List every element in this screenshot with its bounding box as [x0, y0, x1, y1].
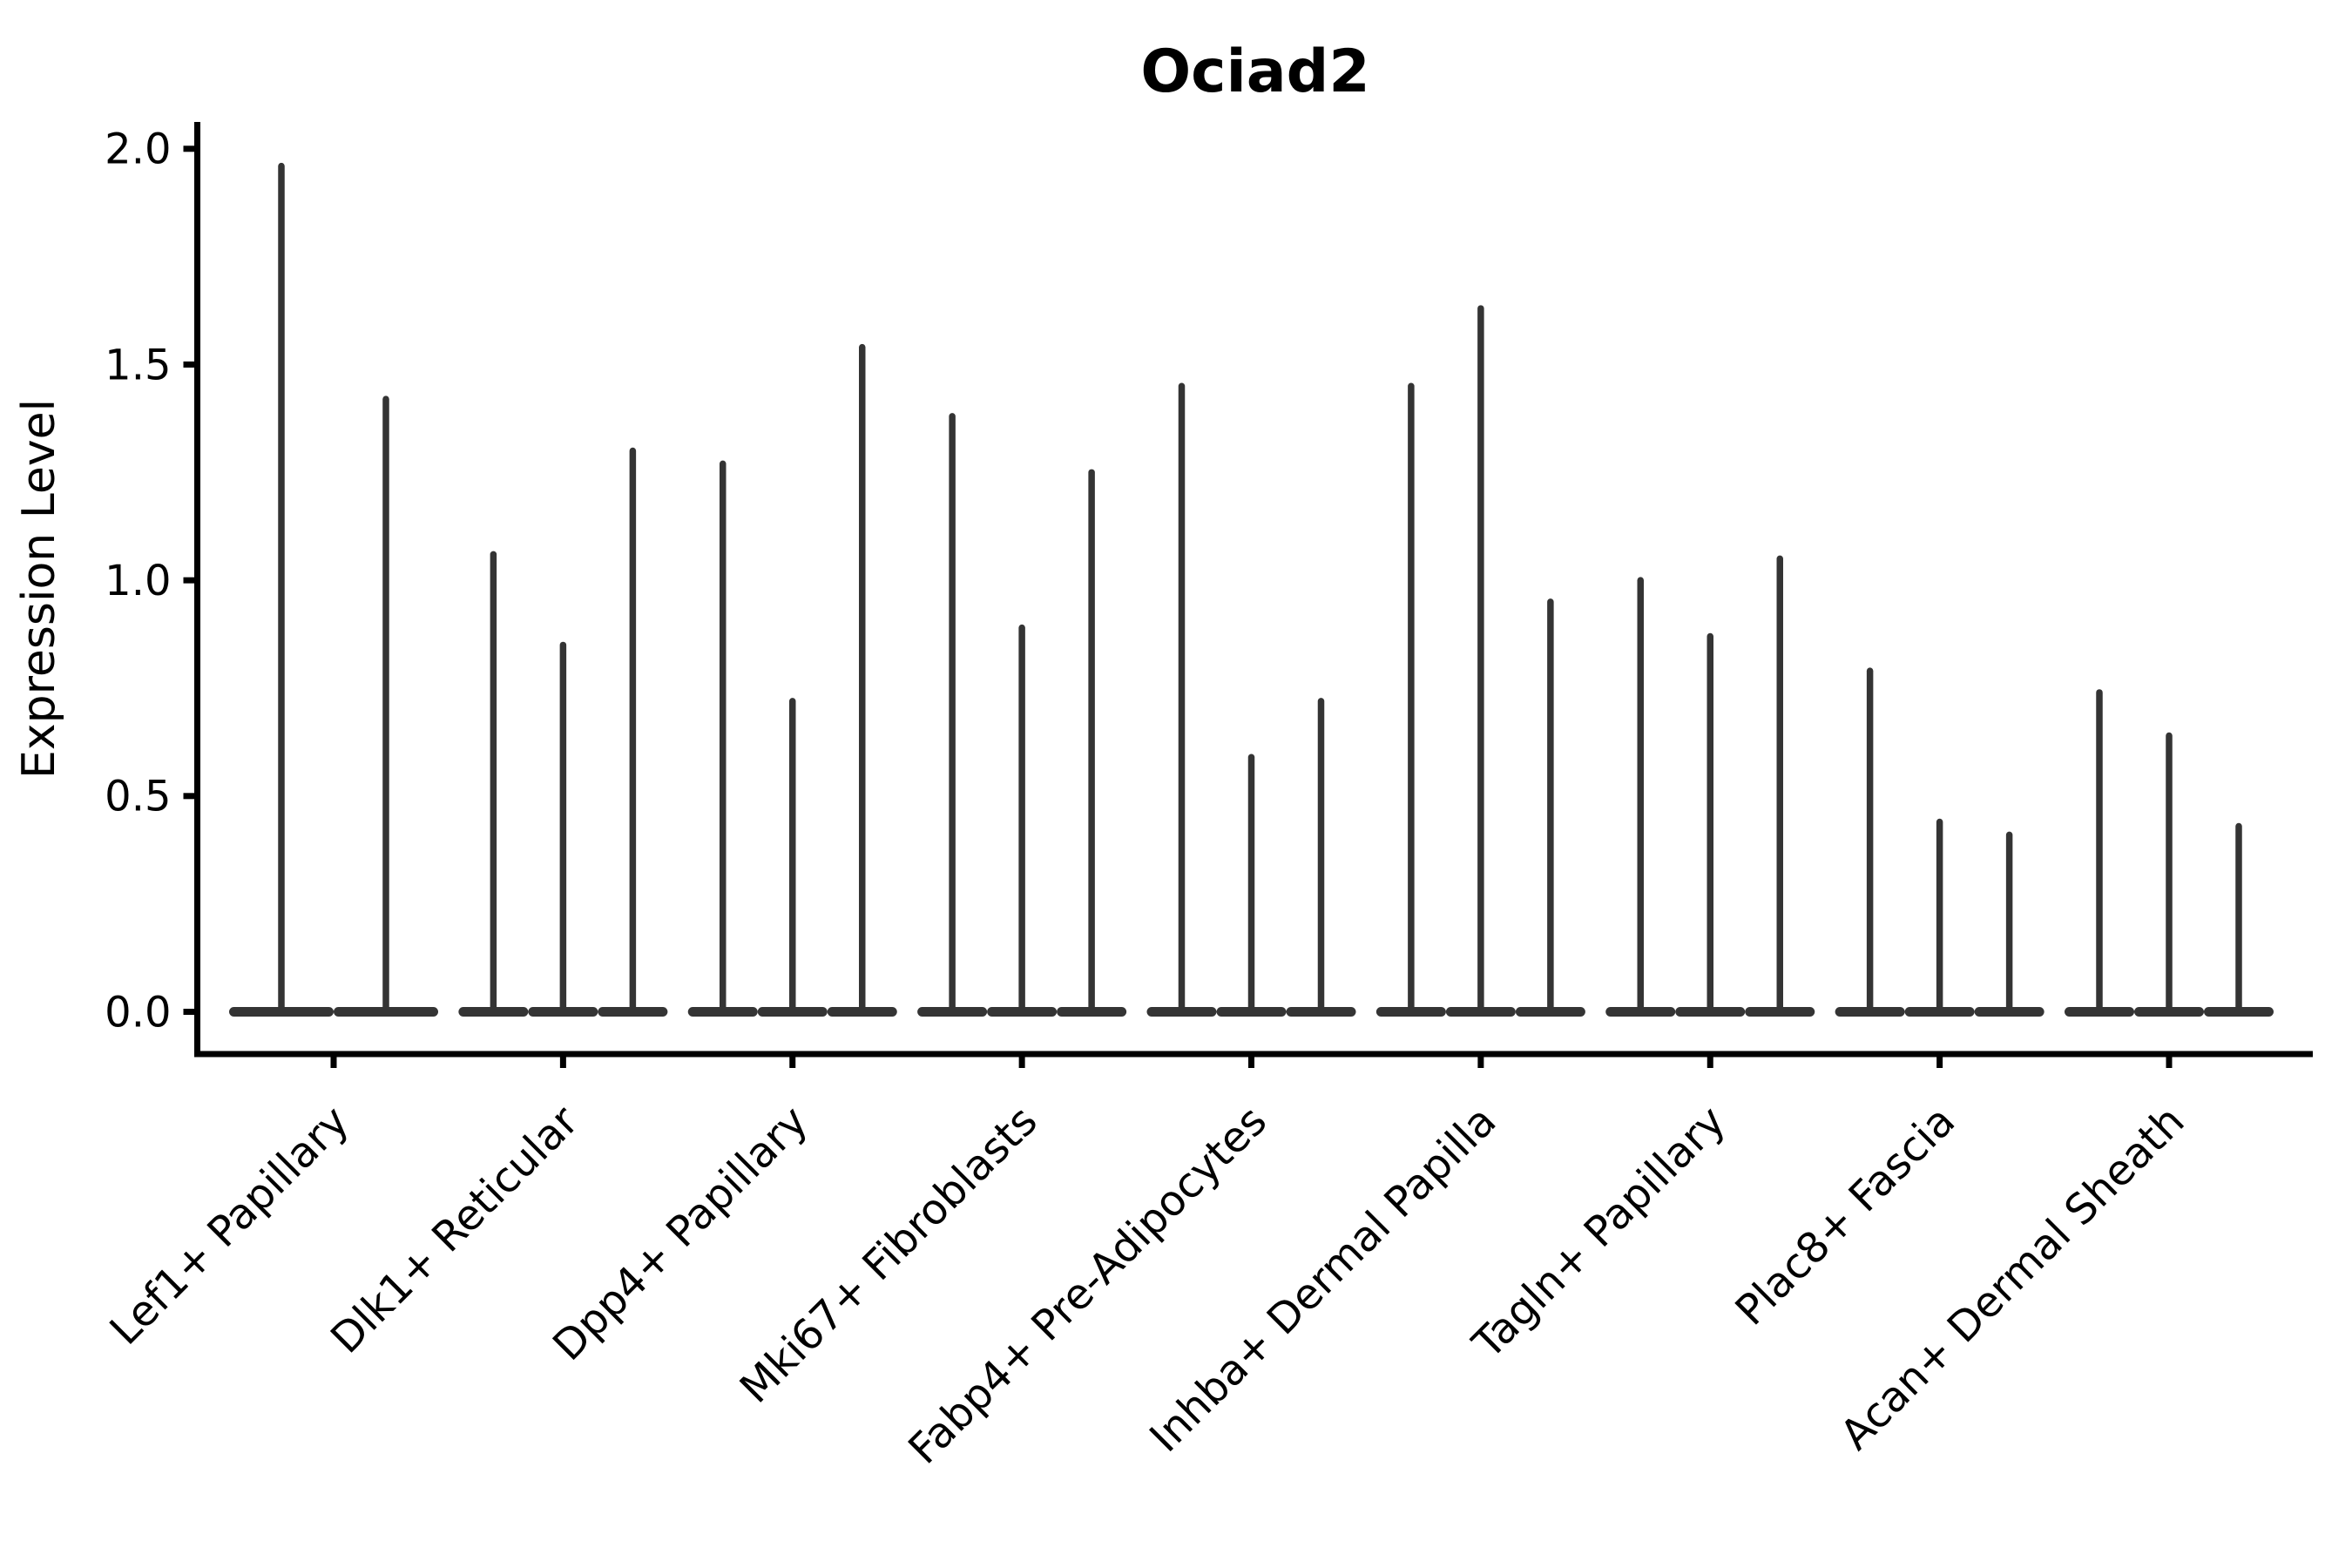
- y-tick-label: 1.5: [105, 341, 171, 389]
- x-tick-label: Plac8+ Fascia: [1727, 1097, 1965, 1335]
- y-axis-ticks: 0.0 0.5 1.0 1.5 2.0: [105, 125, 198, 1037]
- x-tick-label: Lef1+ Papillary: [101, 1097, 359, 1355]
- y-tick-label: 0.5: [105, 773, 171, 821]
- y-tick-label: 0.0: [105, 988, 171, 1037]
- x-tick-label: Dlk1+ Reticular: [321, 1097, 588, 1363]
- x-tick-label: Tagln+ Papillary: [1463, 1097, 1734, 1369]
- y-tick-label: 2.0: [105, 125, 171, 174]
- chart-title: Ociad2: [1140, 37, 1369, 106]
- violins: [229, 162, 2274, 1017]
- y-tick-label: 1.0: [105, 557, 171, 605]
- x-tick-label: Dpp4+ Papillary: [544, 1097, 817, 1370]
- y-axis-label: Expression Level: [13, 399, 65, 779]
